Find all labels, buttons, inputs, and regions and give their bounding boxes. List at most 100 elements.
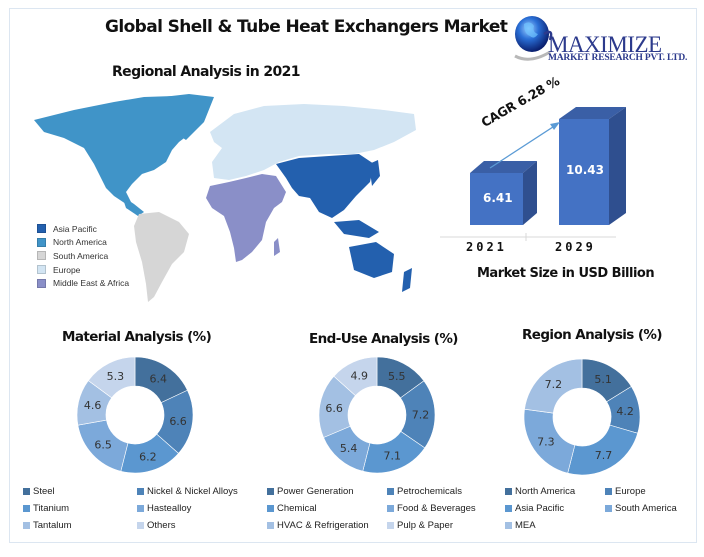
legend-label: North America xyxy=(515,486,576,497)
page-title: Global Shell & Tube Heat Exchangers Mark… xyxy=(105,17,508,37)
legend-label: Steel xyxy=(33,486,55,497)
legend-item: Food & Beverages xyxy=(387,503,476,514)
legend-item: HVAC & Refrigeration xyxy=(267,520,369,531)
company-logo: MAXIMIZE MARKET RESEARCH PVT. LTD. xyxy=(510,12,695,68)
legend-swatch xyxy=(37,265,46,275)
legend-swatch xyxy=(387,505,394,512)
legend-swatch xyxy=(137,488,144,495)
legend-item: Titanium xyxy=(23,503,69,514)
legend-item: North America xyxy=(505,486,575,497)
region-north-america xyxy=(34,96,209,212)
legend-item: Others xyxy=(137,520,176,531)
legend-label: Tantalum xyxy=(33,520,72,531)
donut-slice-label: 5.1 xyxy=(594,373,612,386)
bar-2029-value: 10.43 xyxy=(566,163,604,177)
legend-label: North America xyxy=(53,237,107,248)
bar-2021 xyxy=(470,161,537,225)
legend-swatch xyxy=(505,505,512,512)
legend-swatch xyxy=(267,522,274,529)
material-analysis-title: Material Analysis (%) xyxy=(62,329,212,345)
legend-label: Middle East & Africa xyxy=(53,278,130,289)
legend-swatch xyxy=(37,278,46,288)
legend-label: Food & Beverages xyxy=(397,503,476,514)
legend-label: Chemical xyxy=(277,503,317,514)
donut-slice xyxy=(333,356,378,397)
legend-swatch xyxy=(605,505,612,512)
legend-item: MEA xyxy=(505,520,536,531)
map-legend-item: South America xyxy=(37,249,129,263)
end-use-donut-chart: 5.5 7.2 7.1 5.4 6.6 4.9 xyxy=(318,356,436,474)
infographic-frame xyxy=(9,8,697,543)
map-legend-item: Middle East & Africa xyxy=(37,276,129,290)
end-use-analysis-title: End-Use Analysis (%) xyxy=(309,331,458,347)
map-legend-item: North America xyxy=(37,236,129,250)
donut-slice-label: 7.7 xyxy=(595,449,613,462)
region-analysis-title: Region Analysis (%) xyxy=(522,327,662,343)
logo-tagline: MARKET RESEARCH PVT. LTD. xyxy=(548,53,688,63)
legend-label: Asia Pacific xyxy=(515,503,565,514)
map-legend-item: Europe xyxy=(37,263,129,277)
donut-slice-label: 6.5 xyxy=(94,439,112,452)
legend-swatch xyxy=(505,522,512,529)
legend-item: Power Generation xyxy=(267,486,354,497)
bar-2021-value: 6.41 xyxy=(483,191,513,205)
market-size-bar-chart xyxy=(440,107,626,241)
donut-slice-label: 7.1 xyxy=(384,450,402,463)
donut-slice-label: 5.4 xyxy=(340,442,358,455)
legend-label: Others xyxy=(147,520,176,531)
legend-item: Pulp & Paper xyxy=(387,520,453,531)
year-label-2029: 2029 xyxy=(555,240,596,254)
donut-slice-label: 6.4 xyxy=(150,372,168,385)
legend-swatch xyxy=(37,251,46,261)
legend-item: South America xyxy=(605,503,677,514)
donut-slice-label: 7.2 xyxy=(412,408,430,421)
legend-swatch xyxy=(605,488,612,495)
legend-label: Pulp & Paper xyxy=(397,520,453,531)
globe-icon xyxy=(514,16,553,61)
region-europe xyxy=(210,104,416,180)
legend-label: Titanium xyxy=(33,503,70,514)
donut-slice xyxy=(524,358,583,414)
legend-item: Nickel & Nickel Alloys xyxy=(137,486,238,497)
world-map xyxy=(34,94,416,302)
legend-label: Power Generation xyxy=(277,486,354,497)
cagr-arrow xyxy=(489,124,557,169)
legend-label: Petrochemicals xyxy=(397,486,462,497)
legend-item: Chemical xyxy=(267,503,317,514)
legend-swatch xyxy=(267,505,274,512)
legend-swatch xyxy=(23,522,30,529)
donut-slice-label: 5.3 xyxy=(107,370,125,383)
donut-slice-label: 6.2 xyxy=(139,451,157,464)
donut-slice-label: 7.2 xyxy=(545,378,563,391)
legend-item: Steel xyxy=(23,486,55,497)
region-mea xyxy=(206,174,286,262)
legend-swatch xyxy=(37,224,46,234)
legend-label: South America xyxy=(53,250,109,261)
legend-swatch xyxy=(387,522,394,529)
region-donut-chart: 5.1 4.2 7.7 7.3 7.2 xyxy=(523,358,641,476)
legend-swatch xyxy=(137,522,144,529)
donut-slice xyxy=(87,356,136,399)
donut-slice-label: 5.5 xyxy=(388,370,406,383)
region-asia-pacific xyxy=(276,154,374,218)
legend-item: Petrochemicals xyxy=(387,486,462,497)
legend-swatch xyxy=(387,488,394,495)
legend-label: MEA xyxy=(515,520,536,531)
legend-swatch xyxy=(37,237,46,247)
material-donut-chart: 6.4 6.6 6.2 6.5 4.6 5.3 xyxy=(76,356,194,474)
donut-slice-label: 6.6 xyxy=(169,415,187,428)
legend-item: Hastealloy xyxy=(137,503,191,514)
legend-item: Asia Pacific xyxy=(505,503,564,514)
legend-swatch xyxy=(505,488,512,495)
legend-label: South America xyxy=(615,503,677,514)
donut-slice-label: 4.9 xyxy=(351,369,369,382)
logo-name: MAXIMIZE xyxy=(548,32,662,57)
bar-chart-title: Market Size in USD Billion xyxy=(477,266,655,281)
legend-label: Europe xyxy=(615,486,646,497)
donut-slice-label: 4.2 xyxy=(616,405,634,418)
year-label-2021: 2021 xyxy=(466,240,507,254)
map-legend-item: Asia Pacific xyxy=(37,222,129,236)
bar-2029 xyxy=(559,107,626,225)
legend-item: Tantalum xyxy=(23,520,72,531)
map-legend: Asia Pacific North America South America Eu… xyxy=(37,222,129,290)
